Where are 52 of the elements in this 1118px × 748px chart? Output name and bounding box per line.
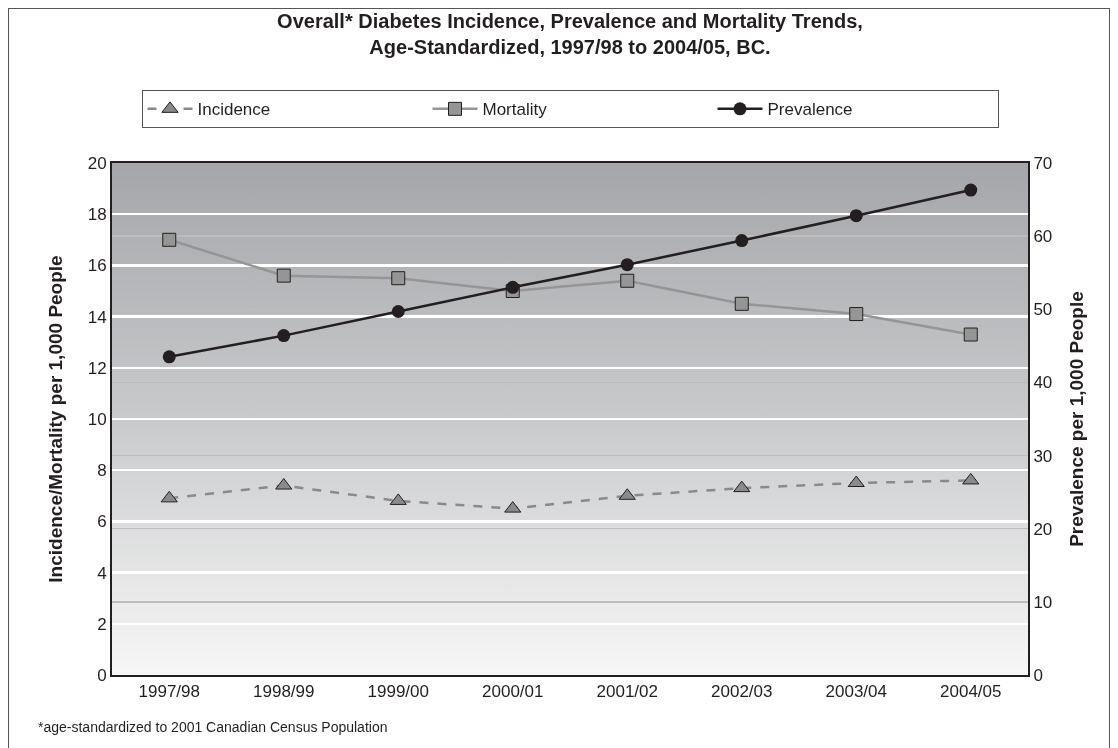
legend-label: Prevalence [767, 100, 853, 120]
point [506, 280, 520, 294]
text: *age-standardized to 2001 Canadian Census Population [38, 719, 388, 735]
point [620, 258, 634, 272]
y-tick-label: 12 [87, 358, 107, 378]
point [849, 307, 864, 322]
x-tick-label: 1997/98 [138, 682, 200, 702]
x-tick-label: 2004/05 [940, 682, 1002, 702]
x-tick-label: 2002/03 [711, 682, 773, 702]
y-axis-title: Incidence/Mortality per 1,000 People [45, 255, 67, 583]
legend-label: Incidence [197, 100, 271, 120]
x-tick-label: 1999/00 [367, 682, 429, 702]
y-tick-label: 6 [97, 512, 107, 532]
x-tick-label: 2001/02 [596, 682, 658, 702]
y-tick-label: 8 [97, 461, 107, 481]
y-tick-label: 16 [87, 256, 107, 276]
y-tick-label: 0 [97, 665, 107, 685]
point [849, 209, 863, 223]
point [962, 472, 980, 485]
chart-title: Overall* Diabetes Incidence, Prevalence and Mortality Trends, Age-Standardized, 1997/98 to 2004/05, BC. [277, 10, 863, 59]
x-tick-label: 2003/04 [825, 682, 887, 702]
point [276, 268, 291, 283]
y2-tick-label: 20 [1033, 519, 1053, 539]
y2-axis-title: Prevalence per 1,000 People [1065, 291, 1087, 547]
point [160, 490, 178, 503]
y2-tick-label: 10 [1033, 592, 1053, 612]
y2-tick-label: 30 [1033, 446, 1053, 466]
y2-tick-label: 40 [1033, 373, 1053, 393]
point [964, 183, 978, 197]
y2-tick-label: 60 [1033, 227, 1053, 247]
y-tick-label: 10 [87, 409, 107, 429]
point [162, 232, 177, 247]
point [733, 480, 751, 493]
point [391, 304, 405, 318]
point [391, 271, 406, 286]
y-tick-label: 14 [87, 307, 107, 327]
y-tick-label: 4 [97, 563, 107, 583]
point [735, 234, 749, 248]
y-tick-label: 2 [97, 614, 107, 634]
point [963, 327, 978, 342]
legend-label: Mortality [482, 100, 548, 120]
point [620, 273, 635, 288]
point [734, 296, 749, 311]
x-tick-label: 1998/99 [253, 682, 315, 702]
x-tick-label: 2000/01 [482, 682, 544, 702]
point [162, 350, 176, 364]
y2-tick-label: 50 [1033, 300, 1053, 320]
y-tick-label: 20 [87, 153, 107, 173]
y-tick-label: 18 [87, 205, 107, 225]
y2-tick-label: 70 [1033, 153, 1053, 173]
point [277, 329, 291, 343]
y2-tick-label: 0 [1033, 665, 1043, 685]
